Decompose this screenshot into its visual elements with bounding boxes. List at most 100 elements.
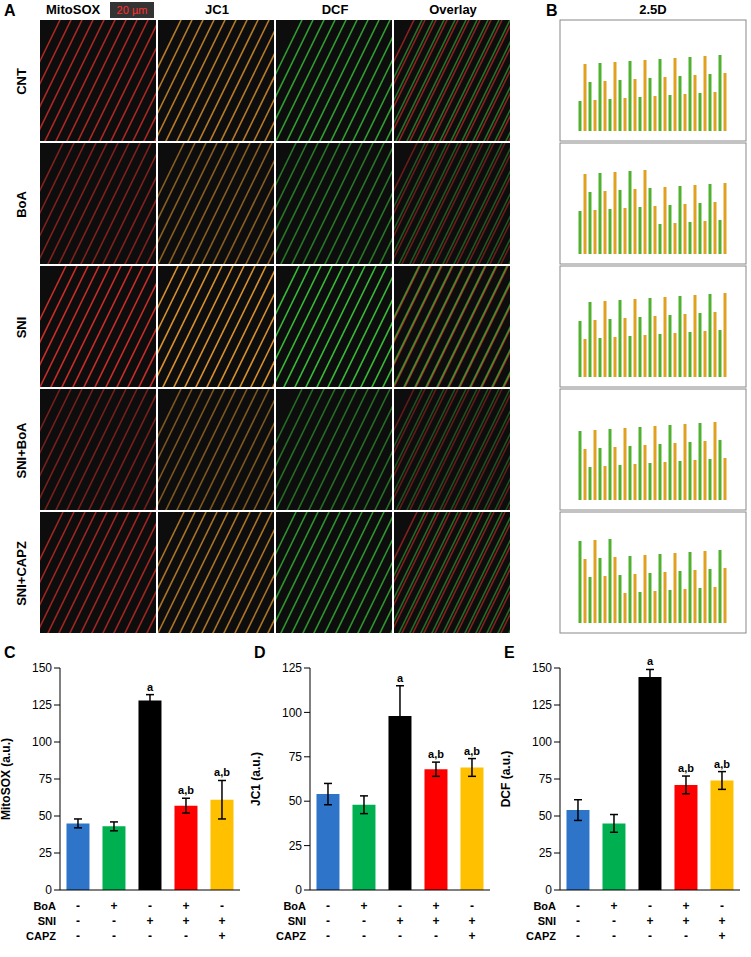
svg-text:125: 125	[532, 698, 552, 712]
svg-text:-: -	[148, 899, 152, 913]
svg-text:MitoSOX: MitoSOX	[46, 2, 100, 17]
svg-text:-: -	[112, 914, 116, 928]
svg-text:SNI: SNI	[38, 915, 56, 927]
svg-text:SNI+CAPZ: SNI+CAPZ	[14, 541, 29, 606]
svg-text:20 µm: 20 µm	[117, 4, 148, 16]
svg-text:150: 150	[32, 661, 52, 675]
svg-text:-: -	[398, 899, 402, 913]
svg-text:-: -	[470, 899, 474, 913]
svg-text:a,b: a,b	[678, 762, 694, 774]
svg-text:DCF: DCF	[322, 2, 349, 17]
svg-text:75: 75	[289, 750, 303, 764]
svg-text:125: 125	[282, 661, 302, 675]
svg-text:BoA: BoA	[14, 191, 29, 218]
svg-text:-: -	[612, 914, 616, 928]
svg-text:50: 50	[539, 809, 553, 823]
svg-text:+: +	[682, 899, 689, 913]
svg-text:SNI: SNI	[288, 915, 306, 927]
svg-text:+: +	[360, 899, 367, 913]
svg-text:0: 0	[545, 883, 552, 897]
svg-text:-: -	[684, 929, 688, 943]
svg-text:a,b: a,b	[464, 745, 480, 757]
svg-text:25: 25	[539, 846, 553, 860]
svg-text:JC1: JC1	[205, 2, 229, 17]
svg-text:+: +	[646, 914, 653, 928]
svg-text:a: a	[397, 672, 404, 684]
svg-text:-: -	[76, 929, 80, 943]
svg-text:100: 100	[282, 706, 302, 720]
svg-text:SNI+BoA: SNI+BoA	[14, 422, 29, 479]
svg-text:75: 75	[539, 772, 553, 786]
svg-text:+: +	[432, 899, 439, 913]
svg-text:-: -	[326, 914, 330, 928]
svg-text:-: -	[76, 914, 80, 928]
svg-text:+: +	[218, 929, 225, 943]
svg-text:+: +	[468, 929, 475, 943]
svg-text:-: -	[720, 899, 724, 913]
svg-text:a,b: a,b	[214, 766, 230, 778]
html-text:C: C	[4, 644, 16, 661]
svg-text:125: 125	[32, 698, 52, 712]
svg-text:B: B	[546, 2, 558, 19]
svg-text:a,b: a,b	[428, 748, 444, 760]
svg-text:-: -	[648, 929, 652, 943]
svg-text:50: 50	[289, 794, 303, 808]
svg-text:-: -	[612, 929, 616, 943]
svg-text:+: +	[468, 914, 475, 928]
svg-text:-: -	[576, 899, 580, 913]
svg-text:-: -	[220, 899, 224, 913]
svg-text:+: +	[218, 914, 225, 928]
svg-text:50: 50	[39, 809, 53, 823]
svg-text:-: -	[184, 929, 188, 943]
svg-text:+: +	[432, 914, 439, 928]
svg-text:CAPZ: CAPZ	[276, 930, 306, 942]
svg-text:-: -	[112, 929, 116, 943]
svg-text:100: 100	[32, 735, 52, 749]
svg-text:25: 25	[39, 846, 53, 860]
svg-text:+: +	[110, 899, 117, 913]
svg-text:+: +	[682, 914, 689, 928]
svg-text:-: -	[362, 914, 366, 928]
svg-text:BoA: BoA	[33, 900, 56, 912]
svg-text:a,b: a,b	[714, 758, 730, 770]
svg-text:0: 0	[295, 883, 302, 897]
svg-text:MitoSOX (a.u.): MitoSOX (a.u.)	[0, 738, 13, 820]
svg-text:-: -	[148, 929, 152, 943]
svg-text:+: +	[396, 914, 403, 928]
svg-text:+: +	[718, 929, 725, 943]
svg-text:2.5D: 2.5D	[639, 2, 666, 17]
svg-text:a: a	[647, 655, 654, 667]
svg-text:JC1 (a.u.): JC1 (a.u.)	[250, 752, 263, 806]
svg-text:+: +	[146, 914, 153, 928]
svg-text:-: -	[576, 914, 580, 928]
svg-text:-: -	[576, 929, 580, 943]
svg-text:DCF (a.u.): DCF (a.u.)	[500, 751, 513, 808]
svg-text:0: 0	[45, 883, 52, 897]
svg-text:-: -	[648, 899, 652, 913]
svg-text:a,b: a,b	[178, 784, 194, 796]
svg-text:a: a	[147, 681, 154, 693]
svg-text:+: +	[718, 914, 725, 928]
svg-text:BoA: BoA	[533, 900, 556, 912]
svg-text:SNI: SNI	[14, 317, 29, 339]
svg-text:75: 75	[39, 772, 53, 786]
svg-text:+: +	[610, 899, 617, 913]
svg-text:-: -	[434, 929, 438, 943]
svg-text:-: -	[326, 899, 330, 913]
svg-text:+: +	[182, 899, 189, 913]
svg-text:BoA: BoA	[283, 900, 306, 912]
svg-text:SNI: SNI	[538, 915, 556, 927]
svg-text:CAPZ: CAPZ	[526, 930, 556, 942]
svg-text:-: -	[76, 899, 80, 913]
svg-text:-: -	[326, 929, 330, 943]
svg-text:+: +	[182, 914, 189, 928]
svg-text:CAPZ: CAPZ	[26, 930, 56, 942]
svg-text:-: -	[398, 929, 402, 943]
svg-text:Overlay: Overlay	[429, 2, 477, 17]
svg-text:150: 150	[532, 661, 552, 675]
svg-text:-: -	[362, 929, 366, 943]
svg-text:A: A	[4, 2, 16, 19]
svg-text:100: 100	[532, 735, 552, 749]
svg-text:25: 25	[289, 839, 303, 853]
svg-text:CNT: CNT	[14, 68, 29, 95]
